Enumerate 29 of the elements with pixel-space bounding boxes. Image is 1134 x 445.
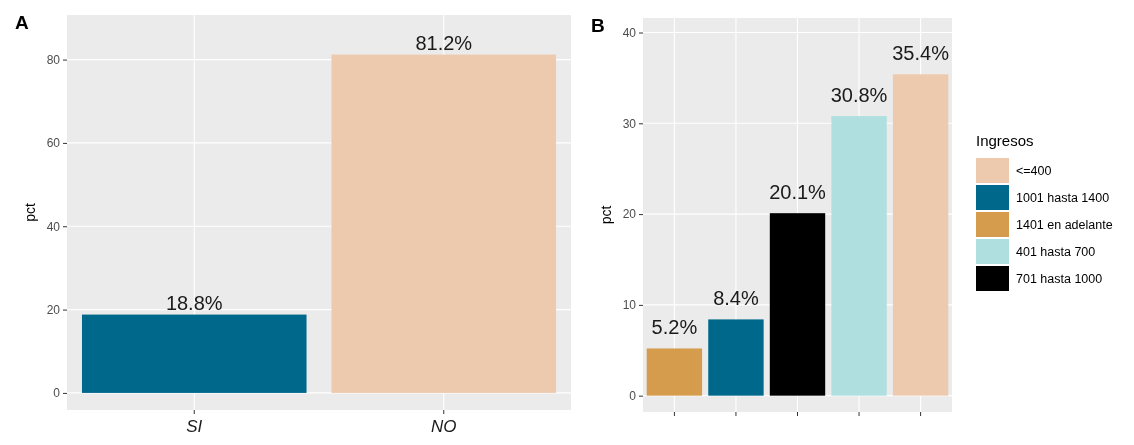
y-tick-label: 0 xyxy=(629,389,637,403)
data-label: 81.2% xyxy=(415,31,473,54)
legend-title: Ingresos xyxy=(976,132,1034,149)
legend-label: 401 hasta 700 xyxy=(1016,245,1096,259)
legend-label: 1401 en adelante xyxy=(1016,218,1113,232)
y-axis-title: pct xyxy=(22,203,38,222)
data-label: 20.1% xyxy=(769,181,827,204)
legend-label: <=400 xyxy=(1016,164,1052,178)
data-label: 5.2% xyxy=(651,316,698,339)
x-tick-label: NO xyxy=(431,417,457,437)
y-axis-title: pct xyxy=(598,205,614,225)
x-tick-label: SI xyxy=(186,417,203,437)
y-tick-label: 20 xyxy=(46,302,61,317)
y-tick-label: 20 xyxy=(622,207,637,222)
y-tick-label: 40 xyxy=(622,25,637,40)
y-tick-label: 60 xyxy=(46,136,61,151)
data-label: 30.8% xyxy=(830,84,888,107)
y-tick-label: 10 xyxy=(622,298,637,313)
data-label: 18.8% xyxy=(165,291,223,314)
data-label: 35.4% xyxy=(892,42,950,65)
data-label: 8.4% xyxy=(713,287,759,310)
legend-label: 701 hasta 1000 xyxy=(1016,272,1103,286)
y-tick-label: 30 xyxy=(622,116,637,131)
y-tick-label: 40 xyxy=(46,219,61,234)
legend-label: 1001 hasta 1400 xyxy=(1016,191,1110,205)
chart-title: B xyxy=(591,15,605,36)
y-tick-label: 80 xyxy=(46,52,61,67)
chart-title: A xyxy=(15,12,29,33)
y-tick-label: 0 xyxy=(53,386,61,401)
